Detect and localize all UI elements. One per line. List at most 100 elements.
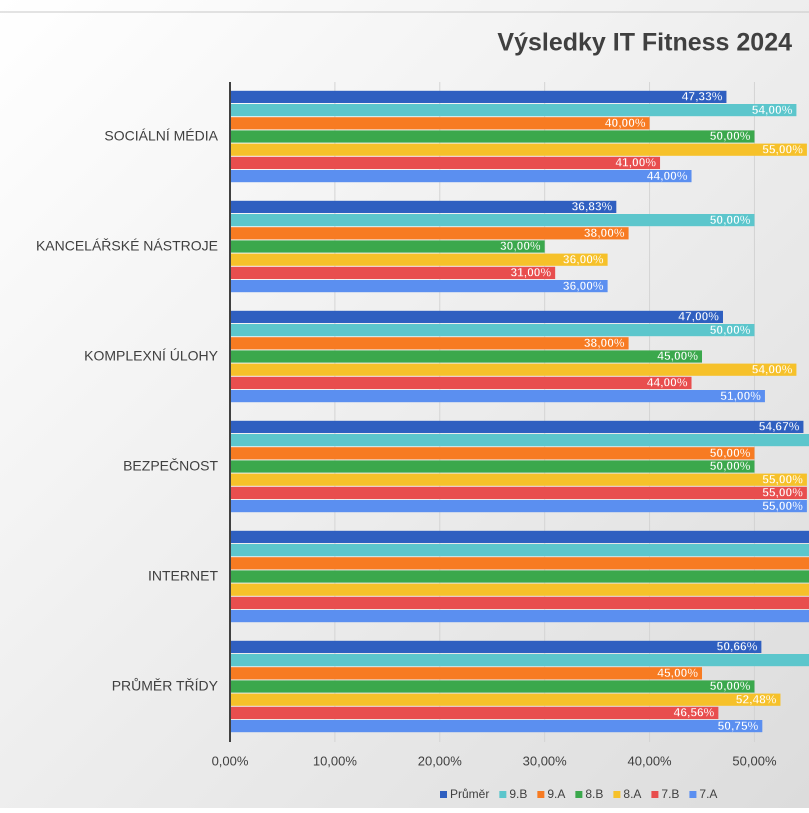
legend-label: 9.B bbox=[509, 787, 527, 801]
bar bbox=[230, 253, 608, 266]
legend-swatch bbox=[537, 791, 545, 798]
y-tick-label: PRŮMĚR TŘÍDY bbox=[112, 677, 219, 694]
bar bbox=[230, 90, 727, 103]
bar bbox=[230, 104, 797, 117]
x-tick-label: 40,00% bbox=[628, 753, 673, 768]
bar bbox=[230, 654, 809, 667]
data-label: 44,00% bbox=[647, 169, 688, 183]
data-label: 50,66% bbox=[717, 640, 758, 654]
data-label: 51,00% bbox=[720, 389, 761, 403]
bar bbox=[230, 376, 692, 389]
legend-label: 9.A bbox=[547, 787, 565, 801]
bar bbox=[230, 583, 809, 596]
legend-label: 7.A bbox=[699, 787, 717, 801]
data-label: 55,00% bbox=[762, 499, 803, 513]
y-tick-label: INTERNET bbox=[148, 568, 218, 584]
data-label: 47,33% bbox=[682, 90, 723, 104]
data-label: 54,00% bbox=[752, 362, 793, 376]
data-label: 46,56% bbox=[674, 706, 715, 720]
bar bbox=[230, 557, 809, 570]
bar bbox=[230, 390, 765, 403]
bar bbox=[230, 544, 809, 557]
legend-swatch bbox=[689, 791, 697, 798]
bar bbox=[230, 214, 755, 227]
bar bbox=[230, 640, 762, 653]
legend-label: Průměr bbox=[450, 787, 489, 801]
y-tick-label: SOCIÁLNÍ MÉDIA bbox=[104, 128, 218, 144]
data-label: 45,00% bbox=[657, 349, 698, 363]
bar bbox=[230, 324, 755, 337]
legend-swatch bbox=[613, 791, 621, 798]
bar bbox=[230, 350, 703, 363]
bar bbox=[230, 530, 809, 543]
data-label: 50,00% bbox=[710, 446, 751, 460]
legend-swatch bbox=[499, 791, 507, 798]
legend-label: 7.B bbox=[661, 787, 679, 801]
bar bbox=[230, 337, 629, 350]
data-label: 50,00% bbox=[710, 323, 751, 337]
bar bbox=[230, 706, 719, 719]
data-label: 55,00% bbox=[762, 472, 803, 486]
data-label: 31,00% bbox=[510, 266, 551, 280]
bar bbox=[230, 240, 545, 253]
bar bbox=[230, 170, 692, 183]
bar bbox=[230, 310, 723, 323]
bar bbox=[230, 200, 617, 213]
bar bbox=[230, 667, 703, 680]
bar bbox=[230, 500, 807, 513]
data-label: 40,00% bbox=[605, 116, 646, 130]
bar bbox=[230, 280, 608, 293]
data-label: 50,00% bbox=[710, 679, 751, 693]
bar bbox=[230, 143, 807, 156]
bar bbox=[230, 596, 809, 609]
bar bbox=[230, 460, 755, 473]
legend-label: 8.A bbox=[623, 787, 641, 801]
data-label: 52,48% bbox=[736, 692, 777, 706]
bar bbox=[230, 486, 807, 499]
y-tick-label: KANCELÁŘSKÉ NÁSTROJE bbox=[36, 238, 218, 254]
data-label: 30,00% bbox=[500, 239, 541, 253]
bar bbox=[230, 227, 629, 240]
legend-swatch bbox=[440, 791, 447, 798]
data-label: 55,00% bbox=[762, 486, 803, 500]
data-label: 55,00% bbox=[762, 142, 803, 156]
data-label: 50,00% bbox=[710, 213, 751, 227]
data-label: 54,67% bbox=[759, 420, 800, 434]
legend-swatch bbox=[651, 791, 659, 798]
data-label: 50,75% bbox=[718, 719, 759, 733]
data-label: 47,00% bbox=[678, 310, 719, 324]
bar bbox=[230, 156, 661, 169]
data-label: 54,00% bbox=[752, 103, 793, 117]
data-label: 38,00% bbox=[584, 336, 625, 350]
bar bbox=[230, 420, 804, 433]
bar bbox=[230, 117, 650, 130]
bar bbox=[230, 693, 781, 706]
bar bbox=[230, 266, 556, 279]
x-tick-label: 50,00% bbox=[732, 753, 777, 768]
bar bbox=[230, 680, 755, 693]
bar bbox=[230, 434, 809, 447]
bar bbox=[230, 720, 763, 733]
x-tick-label: 30,00% bbox=[523, 753, 568, 768]
data-label: 36,00% bbox=[563, 252, 604, 266]
data-label: 36,83% bbox=[572, 200, 613, 214]
x-tick-label: 10,00% bbox=[313, 753, 358, 768]
bar bbox=[230, 363, 797, 376]
chart-title: Výsledky IT Fitness 2024 bbox=[497, 29, 792, 57]
data-label: 50,00% bbox=[710, 129, 751, 143]
legend-swatch bbox=[575, 791, 583, 798]
data-label: 44,00% bbox=[647, 376, 688, 390]
data-label: 41,00% bbox=[615, 156, 656, 170]
bar bbox=[230, 570, 809, 583]
x-tick-label: 20,00% bbox=[418, 753, 463, 768]
legend-label: 8.B bbox=[585, 787, 603, 801]
y-tick-label: BEZPEČNOST bbox=[123, 458, 218, 474]
bar bbox=[230, 447, 755, 460]
data-label: 45,00% bbox=[657, 666, 698, 680]
x-tick-label: 0,00% bbox=[212, 753, 249, 768]
bar bbox=[230, 473, 807, 486]
data-label: 36,00% bbox=[563, 279, 604, 293]
bar bbox=[230, 130, 755, 143]
y-tick-label: KOMPLEXNÍ ÚLOHY bbox=[84, 348, 218, 364]
